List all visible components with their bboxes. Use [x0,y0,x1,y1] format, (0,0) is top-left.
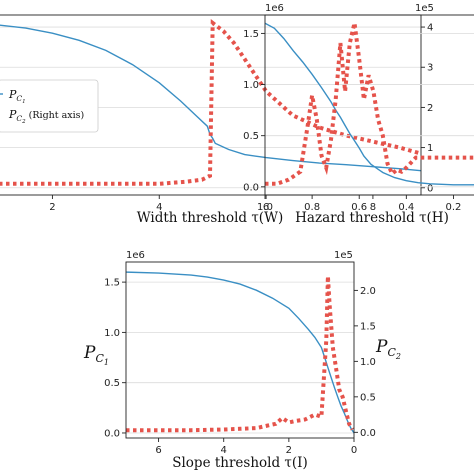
right-multiplier-width: 1e5 [415,3,434,14]
right-y-tick-label: 3 [427,63,433,74]
chart-slope-threshold: 6 4 2 0 0.0 0.5 1.0 1.5 0.0 0.5 1.0 1.5 2.0 1e6 1e… [83,250,401,471]
series-pc1-slope-line [126,271,354,434]
x-tick-label: 8 [370,202,376,213]
frame-slope [125,261,355,439]
right-y-tick-label: 1 [427,143,433,154]
x-ticks-hazard: 1.0 0.8 0.6 0.4 0.2 [257,195,461,213]
x-tick-label: 2 [49,202,55,213]
left-multiplier-hazard: 1e6 [265,3,284,14]
chart-width-threshold: 2 4 6 8 0 1 2 3 4 1e5 Width threshold τ(W) PC1 … [0,3,434,226]
x-tick-label: 0 [351,445,357,456]
x-tick-label: 0.6 [351,202,367,213]
legend: PC1 PC2 (Right axis) [0,79,99,133]
right-y-tick-label: 4 [427,23,433,34]
x-ticks-slope: 6 4 2 0 [155,438,357,456]
right-y-tick-label: 0 [427,183,433,194]
right-y-label-slope: PC2 [375,337,401,361]
right-y-tick-label: 1.5 [360,321,376,332]
left-y-tick-label: 1.0 [104,328,120,339]
x-tick-label: 1.0 [257,202,273,213]
x-tick-label: 6 [263,202,269,213]
x-label-hazard: Hazard threshold τ(H) [295,210,449,226]
chart-hazard-threshold: 1.0 0.8 0.6 0.4 0.2 0.0 0.5 1.0 1.5 1e6 Hazard … [243,3,474,226]
left-y-tick-label: 0.5 [243,131,259,142]
x-tick-label: 4 [156,202,162,213]
x-label-slope: Slope threshold τ(I) [172,455,308,471]
left-y-tick-label: 0.5 [104,378,120,389]
left-y-tick-label: 0.0 [243,182,259,193]
right-y-tick-label: 0.0 [360,428,376,439]
series-pc2-width-line [0,18,421,186]
right-y-tick-label: 1.0 [360,357,376,368]
x-label-width: Width threshold τ(W) [137,210,283,226]
gridlines-slope [126,281,354,434]
left-multiplier-slope: 1e6 [126,250,145,261]
x-tick-label: 4 [221,445,227,456]
left-y-ticks-slope: 0.0 0.5 1.0 1.5 [104,278,126,439]
right-y-tick-label: 2.0 [360,286,376,297]
left-y-ticks-hazard: 0.0 0.5 1.0 1.5 [243,29,265,193]
right-y-tick-label: 2 [427,103,433,114]
right-y-ticks-slope: 0.0 0.5 1.0 1.5 2.0 [354,286,376,439]
x-tick-label: 0.4 [398,202,414,213]
frame-hazard [264,14,474,196]
x-tick-label: 0.2 [445,202,461,213]
series-pc1-hazard-line [265,22,474,186]
x-tick-label: 2 [286,445,292,456]
right-y-tick-label: 0.5 [360,392,376,403]
series-pc2-hazard-line [265,22,474,186]
left-y-tick-label: 1.0 [243,80,259,91]
left-y-label-slope: PC1 [83,343,109,367]
series-pc2-slope-line [126,276,354,433]
left-y-tick-label: 0.0 [104,428,120,439]
x-ticks-width: 2 4 6 8 [49,195,376,213]
series-pc1-width-line [0,24,421,172]
left-y-tick-label: 1.5 [243,29,259,40]
gridlines-hazard [265,33,474,188]
x-tick-label: 0.8 [304,202,320,213]
right-y-ticks-width: 0 1 2 3 4 [421,23,433,194]
frame-width [0,14,422,196]
left-y-tick-label: 1.5 [104,278,120,289]
legend-pc2-label: PC2 (Right axis) [8,108,84,125]
right-multiplier-slope: 1e5 [334,250,353,261]
x-tick-label: 6 [155,445,161,456]
